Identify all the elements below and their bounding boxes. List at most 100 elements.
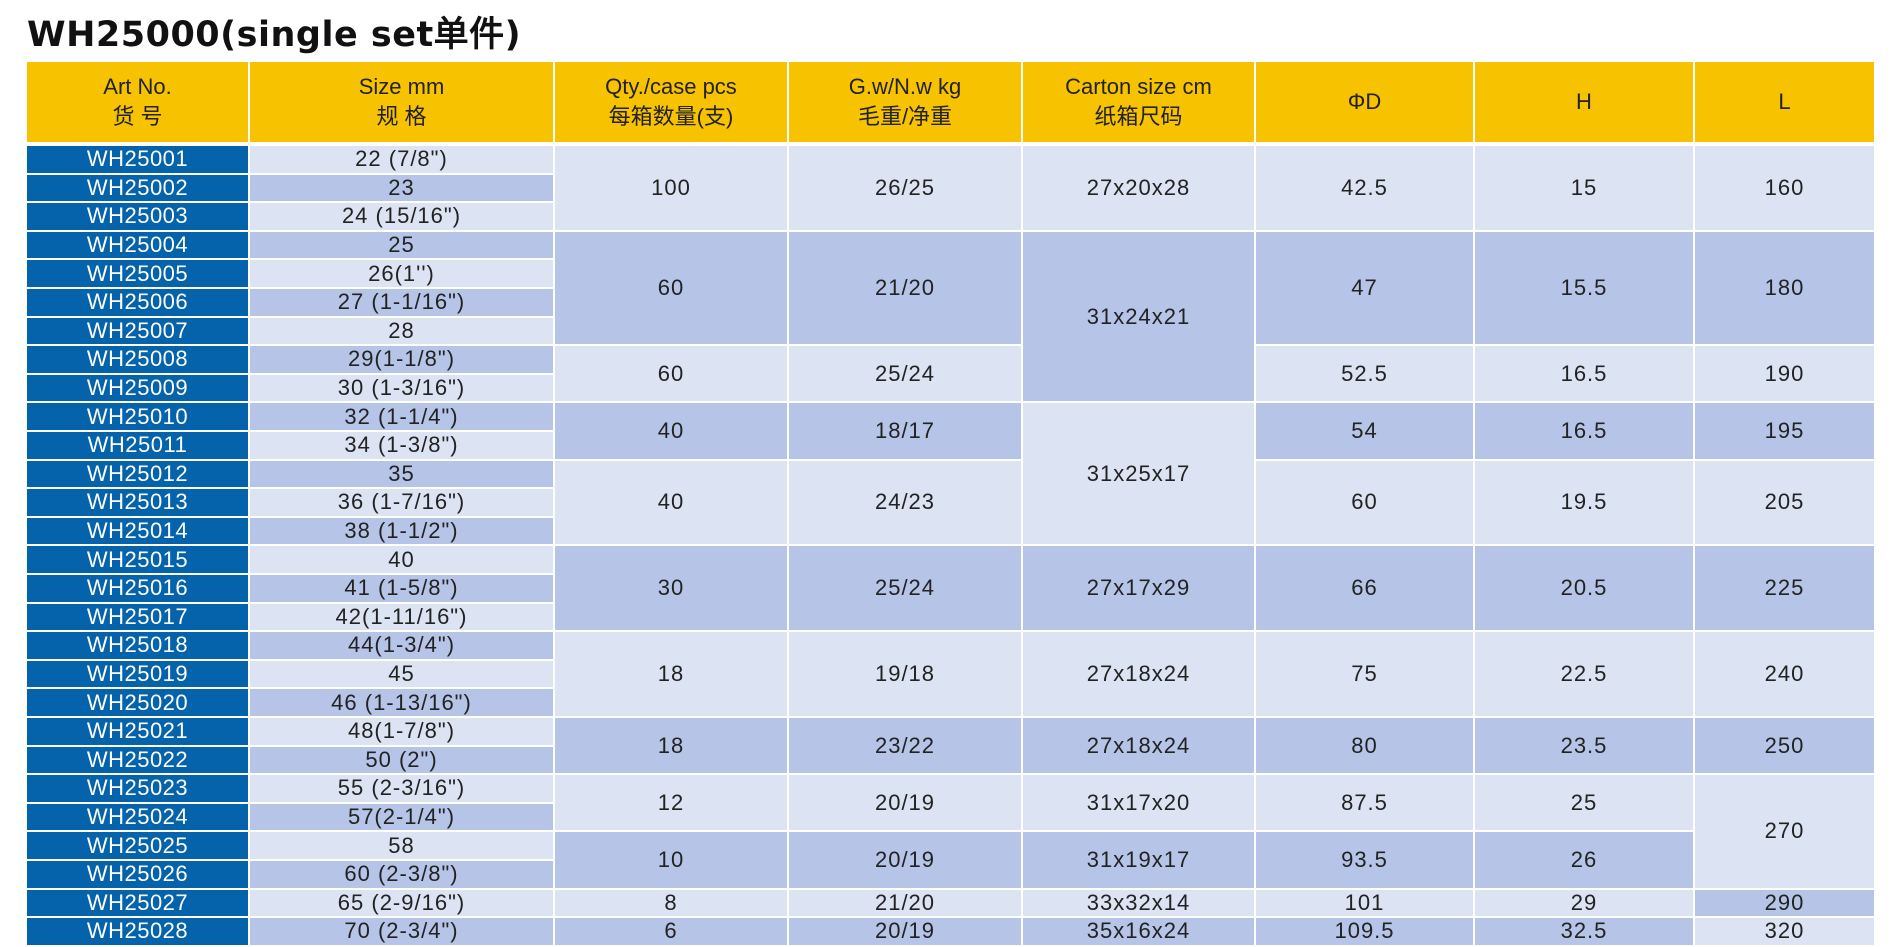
gw-cell: 20/19 bbox=[789, 918, 1021, 945]
header-cell: G.w/N.w kg 毛重/净重 bbox=[789, 62, 1021, 142]
qty-cell: 10 bbox=[555, 832, 787, 888]
art-no-cell: WH25016 bbox=[27, 575, 248, 602]
header-cell: H bbox=[1475, 62, 1693, 142]
l-cell: 290 bbox=[1695, 889, 1874, 917]
size-cell: 34 (1-3/8") bbox=[250, 432, 553, 459]
header-label: Size mm bbox=[358, 74, 445, 99]
header-label-cn: 毛重/净重 bbox=[857, 104, 953, 129]
d-cell: 60 bbox=[1256, 460, 1473, 545]
d-cell: 93.5 bbox=[1256, 832, 1473, 888]
size-cell: 58 bbox=[250, 832, 553, 859]
carton-cell: 31x25x17 bbox=[1023, 403, 1254, 545]
art-no-cell: WH25022 bbox=[27, 746, 248, 774]
size-cell: 55 (2-3/16") bbox=[250, 775, 553, 802]
header-label: ΦD bbox=[1347, 89, 1382, 114]
art-no-cell: WH25007 bbox=[27, 317, 248, 345]
header-label: L bbox=[1778, 89, 1791, 114]
size-cell: 45 bbox=[250, 660, 553, 688]
carton-cell: 27x17x29 bbox=[1023, 546, 1254, 631]
l-cell: 180 bbox=[1695, 231, 1874, 345]
art-no-cell: WH25027 bbox=[27, 889, 248, 917]
size-cell: 60 (2-3/8") bbox=[250, 861, 553, 888]
qty-cell: 6 bbox=[555, 918, 787, 945]
art-no-cell: WH25008 bbox=[27, 346, 248, 373]
page-title: WH25000(single set单件) bbox=[27, 15, 522, 55]
size-cell: 24 (15/16") bbox=[250, 203, 553, 230]
size-cell: 38 (1-1/2") bbox=[250, 517, 553, 545]
qty-cell: 100 bbox=[555, 146, 787, 230]
header-cell: L bbox=[1695, 62, 1874, 142]
h-cell: 16.5 bbox=[1475, 346, 1693, 402]
carton-cell: 27x18x24 bbox=[1023, 718, 1254, 774]
l-cell: 190 bbox=[1695, 346, 1874, 402]
d-cell: 42.5 bbox=[1256, 146, 1473, 230]
qty-cell: 30 bbox=[555, 546, 787, 631]
d-cell: 52.5 bbox=[1256, 346, 1473, 402]
art-no-cell: WH25013 bbox=[27, 489, 248, 516]
art-no-cell: WH25006 bbox=[27, 289, 248, 316]
h-cell: 26 bbox=[1475, 832, 1693, 888]
qty-cell: 18 bbox=[555, 718, 787, 774]
l-cell: 225 bbox=[1695, 546, 1874, 631]
gw-cell: 18/17 bbox=[789, 403, 1021, 459]
h-cell: 16.5 bbox=[1475, 403, 1693, 459]
gw-cell: 20/19 bbox=[789, 832, 1021, 888]
size-cell: 40 bbox=[250, 546, 553, 573]
art-no-cell: WH25012 bbox=[27, 460, 248, 488]
art-no-cell: WH25021 bbox=[27, 718, 248, 745]
size-cell: 23 bbox=[250, 174, 553, 202]
carton-cell: 33x32x14 bbox=[1023, 889, 1254, 917]
h-cell: 15 bbox=[1475, 146, 1693, 230]
size-cell: 70 (2-3/4") bbox=[250, 918, 553, 945]
qty-cell: 40 bbox=[555, 403, 787, 459]
gw-cell: 21/20 bbox=[789, 889, 1021, 917]
carton-cell: 35x16x24 bbox=[1023, 918, 1254, 945]
size-cell: 22 (7/8") bbox=[250, 146, 553, 173]
art-no-cell: WH25028 bbox=[27, 918, 248, 945]
gw-cell: 24/23 bbox=[789, 460, 1021, 545]
gw-cell: 20/19 bbox=[789, 775, 1021, 831]
size-cell: 29(1-1/8") bbox=[250, 346, 553, 373]
qty-cell: 40 bbox=[555, 460, 787, 545]
size-cell: 48(1-7/8") bbox=[250, 718, 553, 745]
qty-cell: 12 bbox=[555, 775, 787, 831]
header-label: Qty./case pcs bbox=[605, 74, 737, 99]
l-cell: 205 bbox=[1695, 460, 1874, 545]
size-cell: 57(2-1/4") bbox=[250, 803, 553, 831]
d-cell: 109.5 bbox=[1256, 918, 1473, 945]
size-cell: 44(1-3/4") bbox=[250, 632, 553, 659]
art-no-cell: WH25005 bbox=[27, 260, 248, 287]
header-cell: Qty./case pcs 每箱数量(支) bbox=[555, 62, 787, 142]
qty-cell: 60 bbox=[555, 346, 787, 402]
d-cell: 54 bbox=[1256, 403, 1473, 459]
size-cell: 50 (2") bbox=[250, 746, 553, 774]
h-cell: 25 bbox=[1475, 775, 1693, 831]
art-no-cell: WH25010 bbox=[27, 403, 248, 430]
h-cell: 15.5 bbox=[1475, 231, 1693, 345]
h-cell: 29 bbox=[1475, 889, 1693, 917]
header-label: G.w/N.w kg bbox=[848, 74, 962, 99]
d-cell: 101 bbox=[1256, 889, 1473, 917]
l-cell: 320 bbox=[1695, 918, 1874, 945]
art-no-cell: WH25019 bbox=[27, 660, 248, 688]
gw-cell: 26/25 bbox=[789, 146, 1021, 230]
gw-cell: 25/24 bbox=[789, 346, 1021, 402]
header-label-cn: 货 号 bbox=[112, 104, 163, 129]
art-no-cell: WH25017 bbox=[27, 603, 248, 631]
l-cell: 250 bbox=[1695, 718, 1874, 774]
d-cell: 87.5 bbox=[1256, 775, 1473, 831]
carton-cell: 27x18x24 bbox=[1023, 632, 1254, 716]
art-no-cell: WH25001 bbox=[27, 146, 248, 173]
size-cell: 46 (1-13/16") bbox=[250, 689, 553, 716]
h-cell: 23.5 bbox=[1475, 718, 1693, 774]
header-cell: Size mm 规 格 bbox=[250, 62, 553, 142]
h-cell: 19.5 bbox=[1475, 460, 1693, 545]
art-no-cell: WH25004 bbox=[27, 231, 248, 259]
size-cell: 41 (1-5/8") bbox=[250, 575, 553, 602]
art-no-cell: WH25026 bbox=[27, 861, 248, 888]
size-cell: 32 (1-1/4") bbox=[250, 403, 553, 430]
art-no-cell: WH25003 bbox=[27, 203, 248, 230]
l-cell: 160 bbox=[1695, 146, 1874, 230]
header-label: Art No. bbox=[103, 74, 172, 99]
